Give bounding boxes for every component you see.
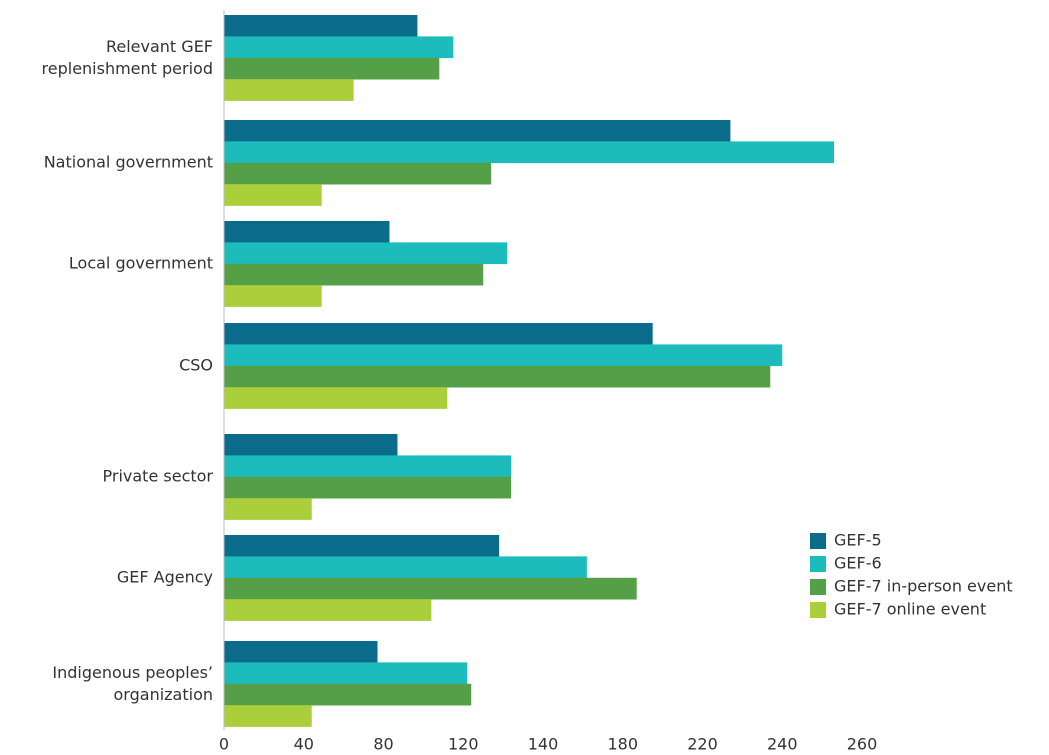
bar [224,662,468,685]
y-tick-label: National government [44,152,213,171]
bar [224,577,637,600]
bar [224,455,512,478]
bar [224,641,378,663]
legend-label: GEF-7 in-person event [834,577,1013,596]
y-tick-label: Private sector [103,466,214,485]
bar [224,184,322,206]
y-tick-label: Local government [69,253,213,272]
legend-swatch [810,533,826,549]
bar [224,15,418,37]
legend-label: GEF-7 online event [834,600,986,619]
legend-swatch [810,602,826,618]
bar [224,221,390,243]
x-tick-label: 180 [607,735,638,754]
bar [224,599,432,621]
bar [224,476,512,499]
x-tick-label: 120 [448,735,479,754]
bar [224,365,771,388]
bar [224,344,783,367]
bar [224,434,398,456]
bar [224,285,322,307]
bar [224,242,508,265]
bar [224,57,440,80]
y-tick-label: Indigenous peoples’ organization [52,662,213,703]
x-tick-label: 40 [294,735,314,754]
legend-swatch [810,556,826,572]
bar [224,323,653,345]
bar [224,387,448,409]
legend-swatch [810,579,826,595]
bar [224,141,835,164]
bar [224,120,731,142]
bar [224,683,472,706]
bar [224,705,312,727]
x-tick-label: 220 [687,735,718,754]
x-tick-label: 0 [219,735,229,754]
bar [224,79,354,101]
y-tick-label: Relevant GEF replenishment period [42,36,213,77]
y-tick-label: GEF Agency [117,567,213,586]
bar [224,498,312,520]
x-tick-label: 240 [767,735,798,754]
y-tick-label: CSO [179,355,213,374]
bar [224,535,500,557]
bar [224,36,454,59]
bar [224,162,492,185]
legend-label: GEF-6 [834,554,882,573]
bar [224,263,484,286]
x-tick-label: 80 [373,735,393,754]
x-tick-label: 260 [847,735,878,754]
x-tick-label: 140 [528,735,559,754]
bar [224,556,587,579]
legend-label: GEF-5 [834,531,882,550]
